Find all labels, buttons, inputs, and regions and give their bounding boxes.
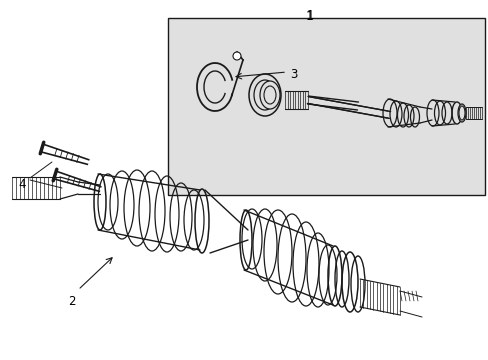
Bar [168, 18, 484, 195]
Text: 1: 1 [305, 9, 313, 22]
Ellipse shape [232, 52, 241, 60]
Text: 4: 4 [18, 178, 26, 191]
Ellipse shape [457, 104, 465, 122]
Ellipse shape [260, 81, 280, 109]
Text: 1: 1 [305, 10, 313, 23]
Text: 3: 3 [289, 68, 297, 81]
Text: 2: 2 [68, 295, 76, 308]
